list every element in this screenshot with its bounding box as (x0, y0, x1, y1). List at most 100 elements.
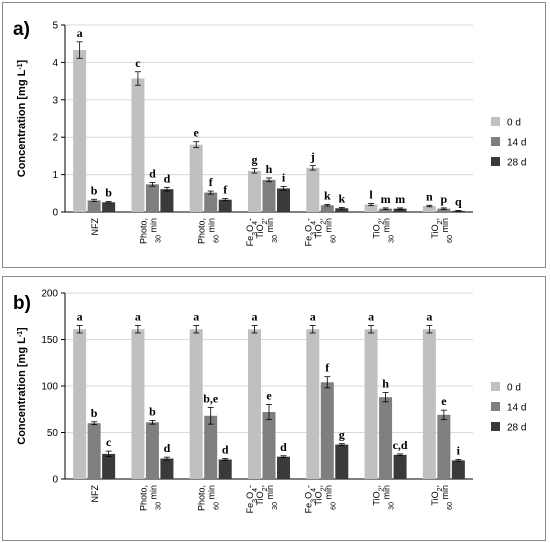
significance-letter: d (149, 166, 156, 180)
y-tick-label: 3 (52, 95, 58, 106)
legend-label: 14 d (507, 138, 526, 149)
significance-letter: f (223, 183, 228, 197)
bar (306, 167, 320, 212)
significance-letter: b (91, 183, 98, 197)
bar (73, 329, 87, 479)
significance-letter: a (77, 310, 83, 324)
significance-letter: c,d (393, 438, 408, 452)
category-label: Fe3O4-TiO2,30 min (245, 485, 279, 513)
y-tick-label: 100 (41, 382, 58, 393)
significance-letter: e (441, 394, 447, 408)
category-label: NFZ (90, 218, 100, 236)
significance-letter: g (339, 428, 345, 442)
bar (437, 414, 451, 479)
y-tick-label: 150 (41, 335, 58, 346)
bar (451, 460, 465, 479)
bar (102, 202, 116, 212)
bar (262, 412, 276, 479)
y-tick-label: 1 (52, 170, 58, 181)
legend-swatch (491, 117, 500, 126)
y-tick-label: 4 (52, 58, 58, 69)
bar (335, 208, 349, 212)
significance-letter: b (105, 186, 112, 200)
bar (145, 184, 159, 212)
bar (422, 329, 436, 479)
significance-letter: a (368, 310, 374, 324)
category-label: TiO2,30 min (372, 485, 396, 510)
legend-swatch (491, 137, 500, 146)
bar (335, 444, 349, 479)
significance-letter: d (280, 440, 287, 454)
category-label: NFZ (90, 485, 100, 503)
significance-letter: b (149, 404, 156, 418)
category-label: Photo, 30 min (138, 218, 162, 244)
legend-swatch (491, 157, 500, 166)
significance-letter: d (222, 443, 229, 457)
bar (277, 188, 290, 212)
significance-letter: f (209, 175, 214, 189)
bar (248, 170, 261, 212)
chart-panel-a: a) 0 1 2 3 4 5 Concentration [mg L-1] a b b NFZ c d d P… (2, 2, 546, 268)
significance-letter: e (266, 389, 272, 403)
bar (131, 78, 145, 213)
bar (131, 329, 145, 479)
significance-letter: n (426, 189, 433, 203)
legend-label: 0 d (507, 118, 521, 129)
significance-letter: f (325, 361, 330, 375)
legend-swatch (491, 382, 500, 391)
bar (73, 50, 87, 212)
bar (393, 208, 407, 212)
legend-label: 28 d (507, 158, 526, 169)
significance-letter: e (194, 126, 200, 140)
significance-letter: a (310, 310, 316, 324)
panel-label: b) (13, 293, 31, 314)
bar (160, 189, 174, 212)
significance-letter: a (426, 310, 432, 324)
category-label: Photo, 30 min (138, 485, 162, 511)
significance-letter: j (310, 150, 315, 164)
significance-letter: p (441, 192, 448, 206)
bar (437, 208, 451, 212)
category-label: TiO2,30 min (372, 218, 396, 243)
bar (277, 456, 290, 479)
significance-letter: i (282, 171, 286, 185)
significance-letter: c (135, 56, 141, 70)
y-tick-label: 200 (41, 289, 58, 300)
bar (364, 329, 378, 479)
legend-swatch (491, 422, 500, 431)
bar (379, 208, 393, 212)
significance-letter: m (395, 192, 405, 206)
category-label: Fe3O4-TiO2,60 min (303, 218, 337, 246)
significance-letter: l (369, 187, 373, 201)
bar (87, 423, 101, 479)
category-label: TiO2,60 min (430, 218, 454, 243)
bar (204, 415, 218, 479)
y-axis-label: Concentration [mg L-1] (16, 59, 28, 177)
bar (87, 200, 101, 212)
significance-letter: m (381, 192, 391, 206)
bar (393, 454, 407, 479)
significance-letter: b (91, 406, 98, 420)
chart-a-svg: a) 0 1 2 3 4 5 Concentration [mg L-1] a b b NFZ c d d P… (13, 19, 526, 246)
bar (320, 382, 334, 479)
bar (248, 329, 261, 479)
category-label: Fe3O4-TiO2,30 min (245, 218, 279, 246)
y-tick-label: 2 (52, 133, 58, 144)
significance-letter: c (106, 435, 112, 449)
y-tick-label: 0 (52, 475, 58, 486)
legend-label: 0 d (507, 383, 521, 394)
bar (422, 206, 436, 212)
bar (218, 199, 232, 212)
significance-letter: d (164, 171, 171, 185)
legend-label: 28 d (507, 423, 526, 434)
bar (379, 397, 393, 479)
bar (189, 329, 203, 479)
significance-letter: i (457, 443, 461, 457)
bar (145, 422, 159, 479)
bar (204, 192, 218, 212)
bar (320, 205, 334, 212)
category-label: Fe3O4-TiO2,60 min (303, 485, 337, 513)
category-label: Photo, 60 min (197, 218, 221, 244)
significance-letter: a (135, 310, 141, 324)
y-axis-label: Concentration [mg L-1] (16, 327, 28, 445)
